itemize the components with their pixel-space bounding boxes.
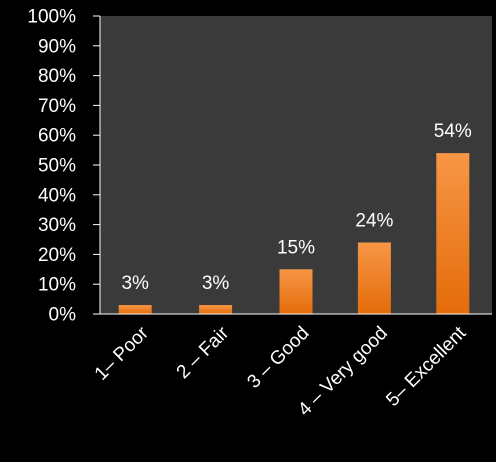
y-tick-label: 30% (38, 215, 76, 236)
bar (357, 242, 391, 314)
y-tick-label: 60% (38, 126, 76, 147)
data-labels: 3% 3% 15% 24% 54% (121, 121, 471, 294)
plot-area (100, 16, 492, 314)
data-label: 3% (202, 273, 230, 294)
bar (118, 305, 152, 314)
data-label: 54% (434, 121, 472, 142)
x-category-label: 2 – Fair (173, 322, 234, 383)
data-label: 3% (121, 273, 149, 294)
bar (279, 269, 313, 314)
bars (118, 153, 470, 314)
bar (436, 153, 470, 314)
x-category-label: 1– Poor (91, 322, 153, 384)
data-label: 24% (355, 210, 393, 231)
y-axis: 0% 10% 20% 30% 40% 50% 60% 70% 80% 90% 100% (27, 7, 101, 326)
x-category-label: 5– Excellent (382, 322, 471, 411)
y-tick-label: 40% (38, 185, 76, 206)
y-tick-label: 10% (38, 275, 76, 296)
bar (199, 305, 233, 314)
y-tick-label: 0% (49, 305, 77, 326)
y-tick-label: 20% (38, 245, 76, 266)
y-tick-label: 70% (38, 96, 76, 117)
y-tick-label: 50% (38, 156, 76, 177)
data-label: 15% (277, 237, 315, 258)
y-tick-label: 90% (38, 36, 76, 57)
x-category-label: 3 – Good (243, 323, 313, 393)
y-tick-label: 80% (38, 66, 76, 87)
y-tick-label: 100% (27, 7, 76, 28)
